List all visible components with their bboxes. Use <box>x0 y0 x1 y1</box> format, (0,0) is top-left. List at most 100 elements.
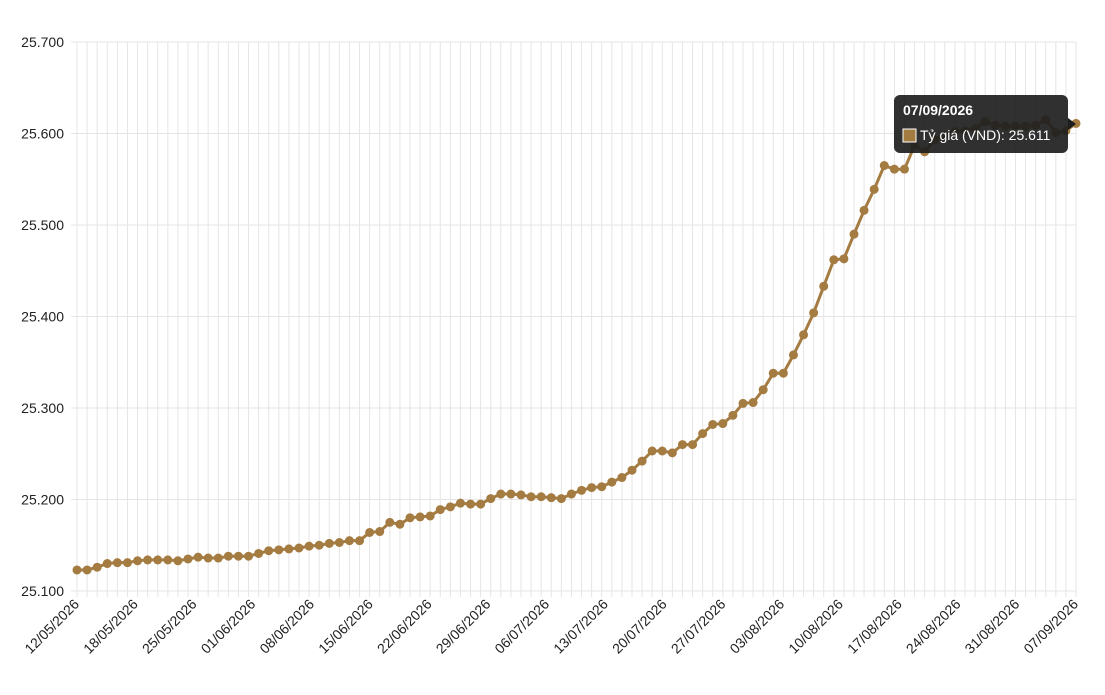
data-point <box>496 489 506 499</box>
data-point <box>284 544 294 554</box>
data-point <box>809 308 819 318</box>
data-point <box>264 546 274 556</box>
x-tick-label: 27/07/2026 <box>668 596 729 657</box>
data-point <box>435 505 445 515</box>
y-tick-label: 25.100 <box>21 583 64 599</box>
tooltip: 07/09/2026 Tỷ giá (VND): 25.611 <box>894 95 1076 153</box>
y-tick-label: 25.300 <box>21 400 64 416</box>
data-point <box>405 513 415 523</box>
x-tick-label: 17/08/2026 <box>844 596 905 657</box>
series-line <box>77 118 1077 572</box>
y-axis-tick-labels: 25.100 25.200 25.300 25.400 25.500 25.600 25.7… <box>21 34 64 599</box>
data-point <box>112 558 122 568</box>
data-point <box>799 330 809 340</box>
data-point <box>415 512 425 522</box>
tooltip-date: 07/09/2026 <box>903 102 973 118</box>
data-point <box>455 498 465 508</box>
data-point <box>718 419 728 429</box>
data-point <box>667 448 677 458</box>
tooltip-series-swatch <box>902 128 917 143</box>
data-point <box>597 482 607 492</box>
data-point <box>839 254 849 264</box>
data-point <box>607 477 617 487</box>
y-tick-label: 25.600 <box>21 126 64 142</box>
data-point <box>556 494 566 504</box>
data-point <box>637 456 647 466</box>
data-point <box>314 540 324 550</box>
data-point <box>233 551 243 561</box>
data-point <box>728 410 738 420</box>
data-point <box>466 499 476 509</box>
x-tick-label: 20/07/2026 <box>609 596 670 657</box>
data-point <box>566 489 576 499</box>
data-point <box>526 492 536 502</box>
data-point <box>879 161 889 171</box>
data-point <box>294 543 304 553</box>
x-tick-label: 29/06/2026 <box>433 596 494 657</box>
data-point <box>274 545 284 555</box>
data-point <box>778 368 788 378</box>
x-axis-tick-labels: 12/05/202618/05/202625/05/202601/06/2026… <box>21 596 1081 657</box>
data-point <box>627 465 637 475</box>
data-point <box>657 446 667 456</box>
data-point <box>344 536 354 546</box>
data-point <box>92 562 102 572</box>
data-point <box>698 429 708 439</box>
data-point <box>506 489 516 499</box>
data-point <box>476 499 486 509</box>
data-point <box>829 255 839 265</box>
data-point <box>213 553 223 563</box>
data-point <box>183 554 193 564</box>
data-point <box>546 493 556 503</box>
data-point <box>153 555 163 565</box>
data-point <box>244 551 254 561</box>
data-point <box>516 490 526 500</box>
x-tick-label: 15/06/2026 <box>315 596 376 657</box>
x-tick-label: 24/08/2026 <box>903 596 964 657</box>
x-tick-label: 07/09/2026 <box>1020 596 1081 657</box>
data-point <box>445 502 455 512</box>
y-tick-label: 25.700 <box>21 34 64 50</box>
tooltip-value: Tỷ giá (VND): 25.611 <box>920 127 1051 143</box>
x-tick-label: 18/05/2026 <box>80 596 141 657</box>
y-tick-label: 25.200 <box>21 492 64 508</box>
data-point <box>203 553 213 563</box>
data-point <box>102 559 112 569</box>
data-point <box>677 440 687 450</box>
data-point <box>425 511 435 521</box>
data-point <box>536 492 546 502</box>
series-points <box>72 115 1081 575</box>
data-point <box>334 538 344 548</box>
series-tỷ-giá <box>72 115 1081 575</box>
data-point <box>375 527 385 537</box>
data-point <box>304 541 314 551</box>
data-point <box>899 164 909 174</box>
data-point <box>355 536 365 546</box>
data-point <box>849 229 859 239</box>
x-tick-label: 25/05/2026 <box>139 596 200 657</box>
x-tick-label: 03/08/2026 <box>726 596 787 657</box>
data-point <box>365 527 375 537</box>
data-point <box>819 281 829 291</box>
data-point <box>688 440 698 450</box>
data-point <box>72 565 82 575</box>
x-tick-label: 12/05/2026 <box>21 596 82 657</box>
data-point <box>617 473 627 483</box>
data-point <box>223 551 233 561</box>
data-point <box>708 419 718 429</box>
data-point <box>143 555 153 565</box>
data-point <box>889 164 899 174</box>
x-tick-label: 31/08/2026 <box>961 596 1022 657</box>
tooltip-box <box>894 95 1068 153</box>
data-point <box>133 556 143 566</box>
data-point <box>173 556 183 566</box>
x-tick-label: 22/06/2026 <box>374 596 435 657</box>
data-point <box>254 548 264 558</box>
tooltip-arrow <box>1068 118 1076 130</box>
data-point <box>758 385 768 395</box>
data-point <box>859 205 869 215</box>
data-point <box>163 555 173 565</box>
y-tick-label: 25.500 <box>21 217 64 233</box>
data-point <box>647 446 657 456</box>
